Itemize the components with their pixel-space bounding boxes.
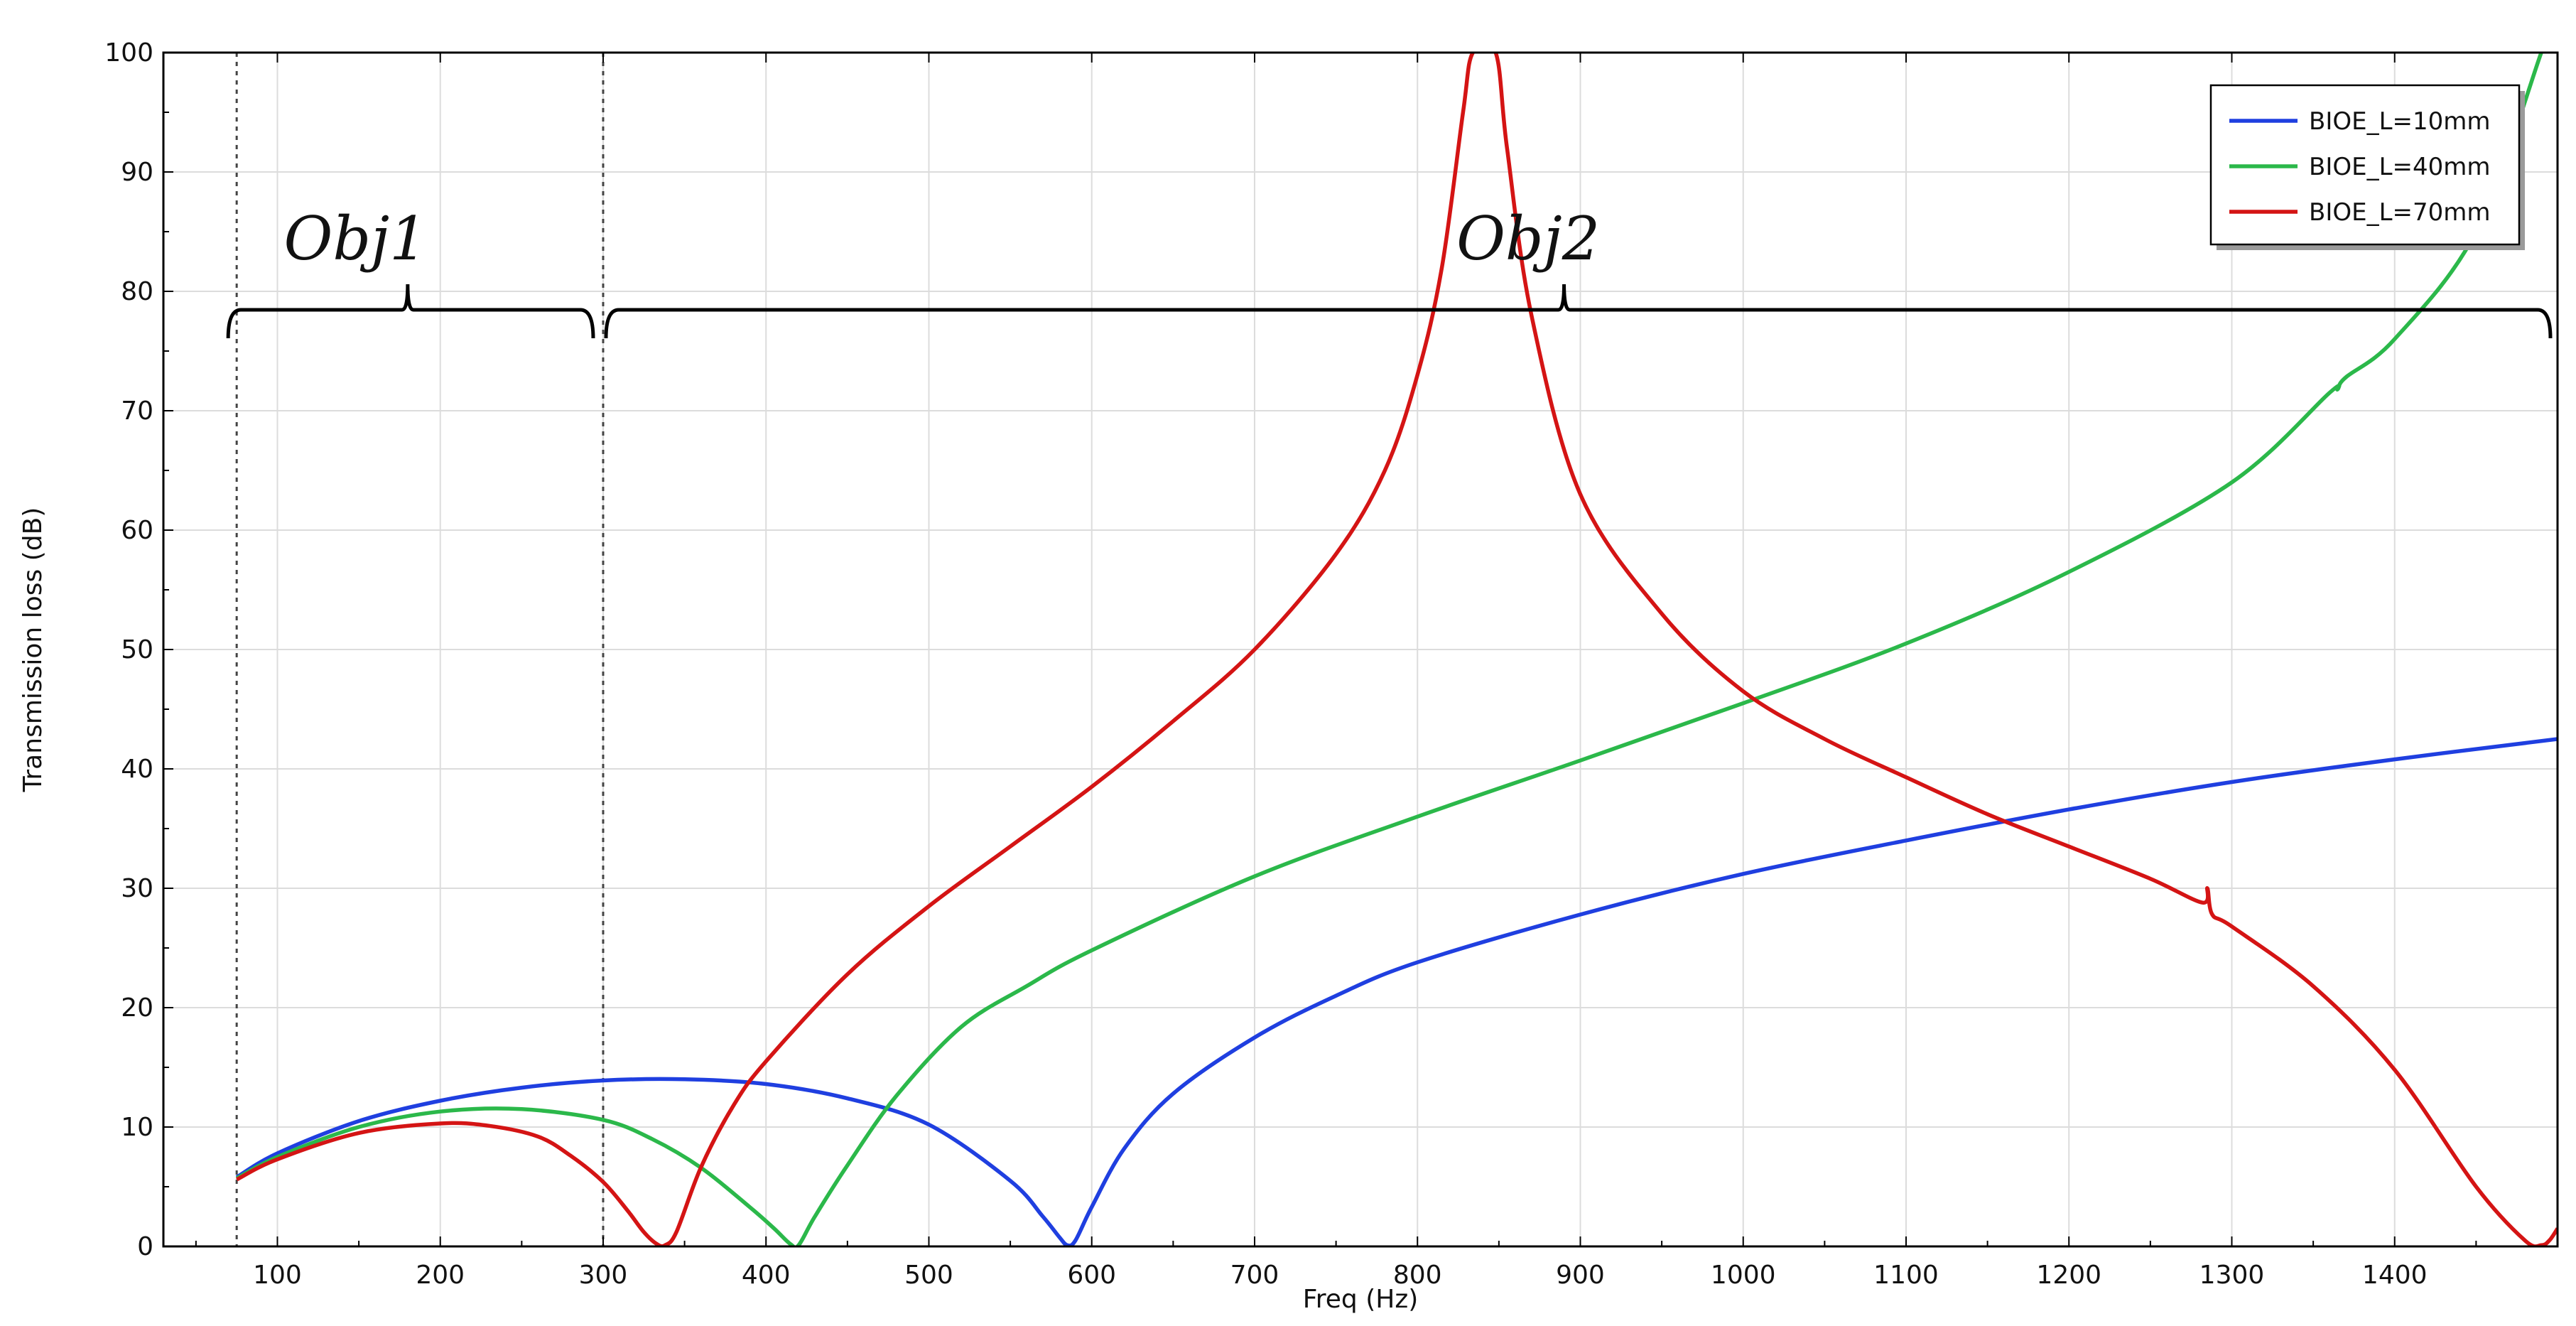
x-tick-label: 400 <box>742 1261 791 1290</box>
annotation-brace-1 <box>226 284 595 339</box>
x-axis-label: Freq (Hz) <box>1303 1285 1419 1314</box>
y-tick-label: 70 <box>121 397 153 426</box>
legend-box <box>2209 84 2521 246</box>
x-tick-label: 900 <box>1556 1261 1605 1290</box>
series-line-3 <box>235 53 2558 1246</box>
x-tick-label: 100 <box>253 1261 302 1290</box>
x-tick-label: 1000 <box>1711 1261 1776 1290</box>
x-tick-label: 1100 <box>1873 1261 1939 1290</box>
y-tick-label: 80 <box>121 277 153 306</box>
x-tick-label: 1300 <box>2199 1261 2265 1290</box>
y-tick-label: 0 <box>137 1232 153 1261</box>
y-tick-label: 50 <box>121 635 153 664</box>
y-tick-label: 100 <box>104 38 153 68</box>
x-tick-label: 200 <box>416 1261 465 1290</box>
x-tick-label: 500 <box>904 1261 953 1290</box>
annotations: Obj1 Obj2 <box>226 204 2553 339</box>
series-line-1 <box>235 737 2558 1246</box>
x-tick-label: 300 <box>579 1261 628 1290</box>
series-group <box>235 53 2558 1246</box>
x-tick-label: 1400 <box>2362 1261 2428 1290</box>
annotation-label-1: Obj1 <box>283 204 427 274</box>
legend: BIOE_L=10mm BIOE_L=40mm BIOE_L=70mm <box>2209 84 2525 250</box>
x-tick-label: 800 <box>1393 1261 1442 1290</box>
legend-label-3: BIOE_L=70mm <box>2309 198 2491 227</box>
y-tick-label: 20 <box>121 993 153 1023</box>
series-line-2 <box>235 53 2543 1246</box>
legend-label-1: BIOE_L=10mm <box>2309 107 2491 136</box>
y-tick-label: 90 <box>121 158 153 187</box>
y-tick-label: 40 <box>121 755 153 784</box>
legend-label-2: BIOE_L=40mm <box>2309 153 2491 181</box>
annotation-label-2: Obj2 <box>1456 204 1600 274</box>
y-tick-label: 30 <box>121 874 153 903</box>
x-tick-label: 600 <box>1067 1261 1116 1290</box>
y-tick-label: 60 <box>121 516 153 545</box>
annotation-brace-2 <box>604 284 2553 339</box>
y-axis-label: Transmission loss (dB) <box>18 507 48 793</box>
ticks: 100 200 300 400 500 600 700 800 900 1000 1100 1200 1… <box>104 38 2477 1290</box>
x-tick-label: 700 <box>1230 1261 1279 1290</box>
y-tick-label: 10 <box>121 1113 153 1142</box>
x-tick-label: 1200 <box>2036 1261 2101 1290</box>
